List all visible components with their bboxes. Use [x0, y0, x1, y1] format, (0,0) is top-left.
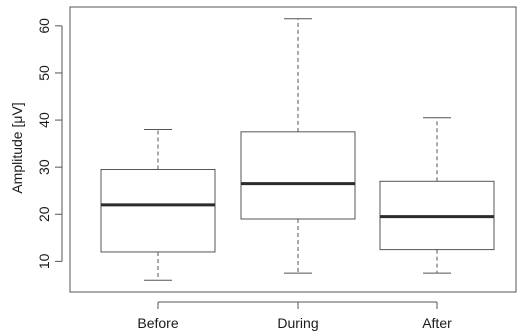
box-after: [379, 117, 495, 274]
x-tick-label: After: [422, 315, 452, 331]
y-tick-label: 40: [36, 112, 52, 128]
iqr-box: [100, 169, 216, 253]
box-before: [100, 128, 216, 281]
box-during: [240, 18, 356, 274]
x-tick-label: During: [277, 315, 318, 331]
y-tick-label: 10: [36, 253, 52, 269]
x-tick-label: Before: [137, 315, 178, 331]
y-tick-label: 30: [36, 159, 52, 175]
plot-frame: [69, 6, 517, 293]
iqr-box: [240, 131, 356, 220]
y-axis-title: Amplitude [μV]: [9, 102, 25, 193]
y-tick-label: 50: [36, 65, 52, 81]
y-tick-label: 60: [36, 18, 52, 34]
y-axis: 10 20 30 40 50 60: [36, 18, 63, 269]
boxes-group: [100, 18, 495, 281]
x-axis: Before During After: [137, 301, 452, 331]
y-tick-label: 20: [36, 206, 52, 222]
